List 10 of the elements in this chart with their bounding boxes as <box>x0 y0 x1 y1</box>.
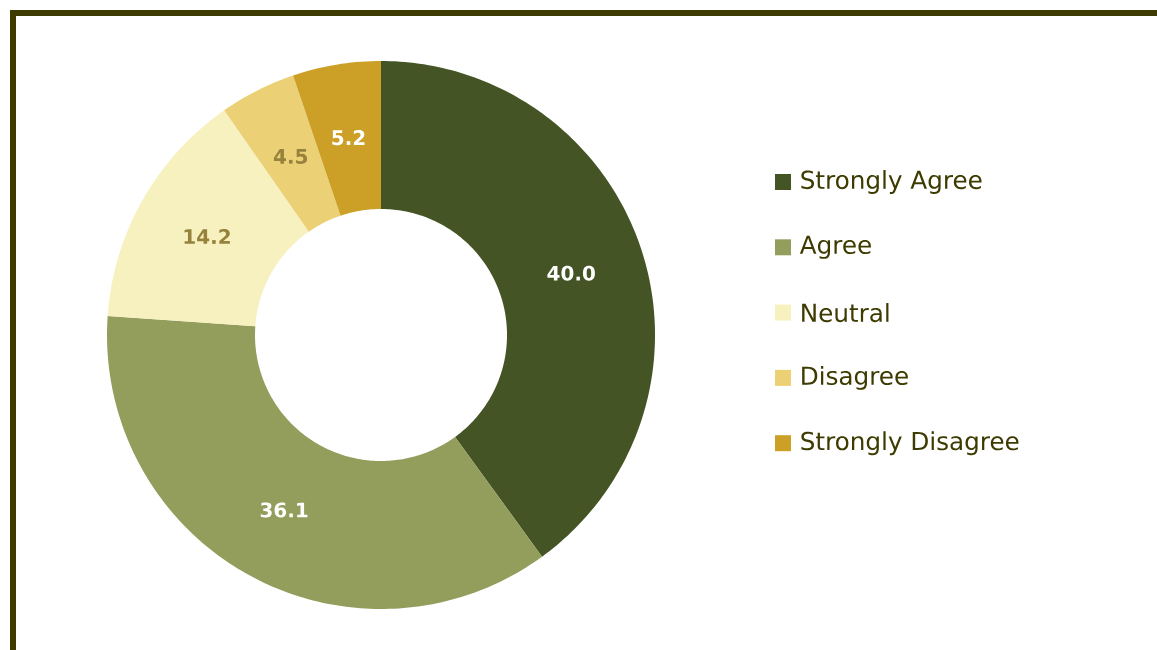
data-label: 5.2 <box>332 130 365 146</box>
data-label: 14.2 <box>184 229 230 244</box>
data-label: 36.1 <box>260 502 308 518</box>
legend-label: Strongly Disagree <box>801 431 1019 456</box>
legend-label: Neutral <box>802 303 889 323</box>
data-label: 40.0 <box>547 265 595 281</box>
legend-label: Strongly Agree <box>801 170 982 194</box>
legend-label: Agree <box>799 235 871 259</box>
legend-label: Disagree <box>802 365 908 390</box>
data-label: 4.5 <box>273 149 308 164</box>
